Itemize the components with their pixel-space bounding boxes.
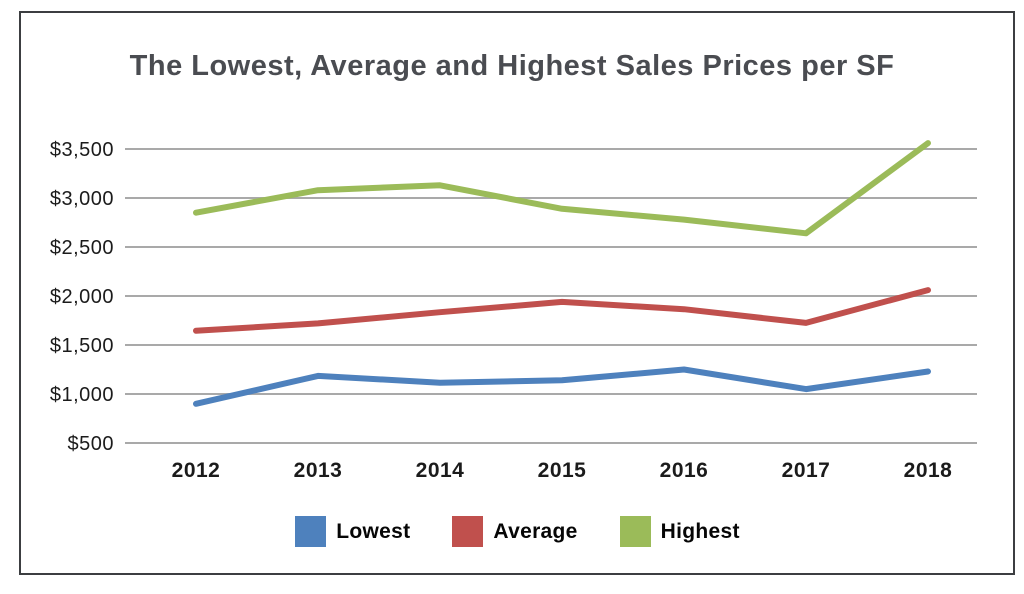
legend-item-average: Average: [452, 516, 577, 547]
legend-label-lowest: Lowest: [336, 519, 411, 543]
legend-swatch-average: [452, 516, 484, 547]
legend-item-highest: Highest: [619, 516, 740, 547]
legend-swatch-lowest: [295, 516, 327, 547]
chart-title: The Lowest, Average and Highest Sales Pr…: [129, 50, 895, 82]
legend-item-lowest: Lowest: [295, 516, 410, 547]
legend-swatch-highest: [619, 516, 651, 547]
legend-label-average: Average: [493, 519, 578, 543]
chart-frame: [19, 11, 1015, 575]
chart-legend: Lowest Average Highest: [21, 516, 1014, 547]
legend-label-highest: Highest: [660, 519, 740, 543]
